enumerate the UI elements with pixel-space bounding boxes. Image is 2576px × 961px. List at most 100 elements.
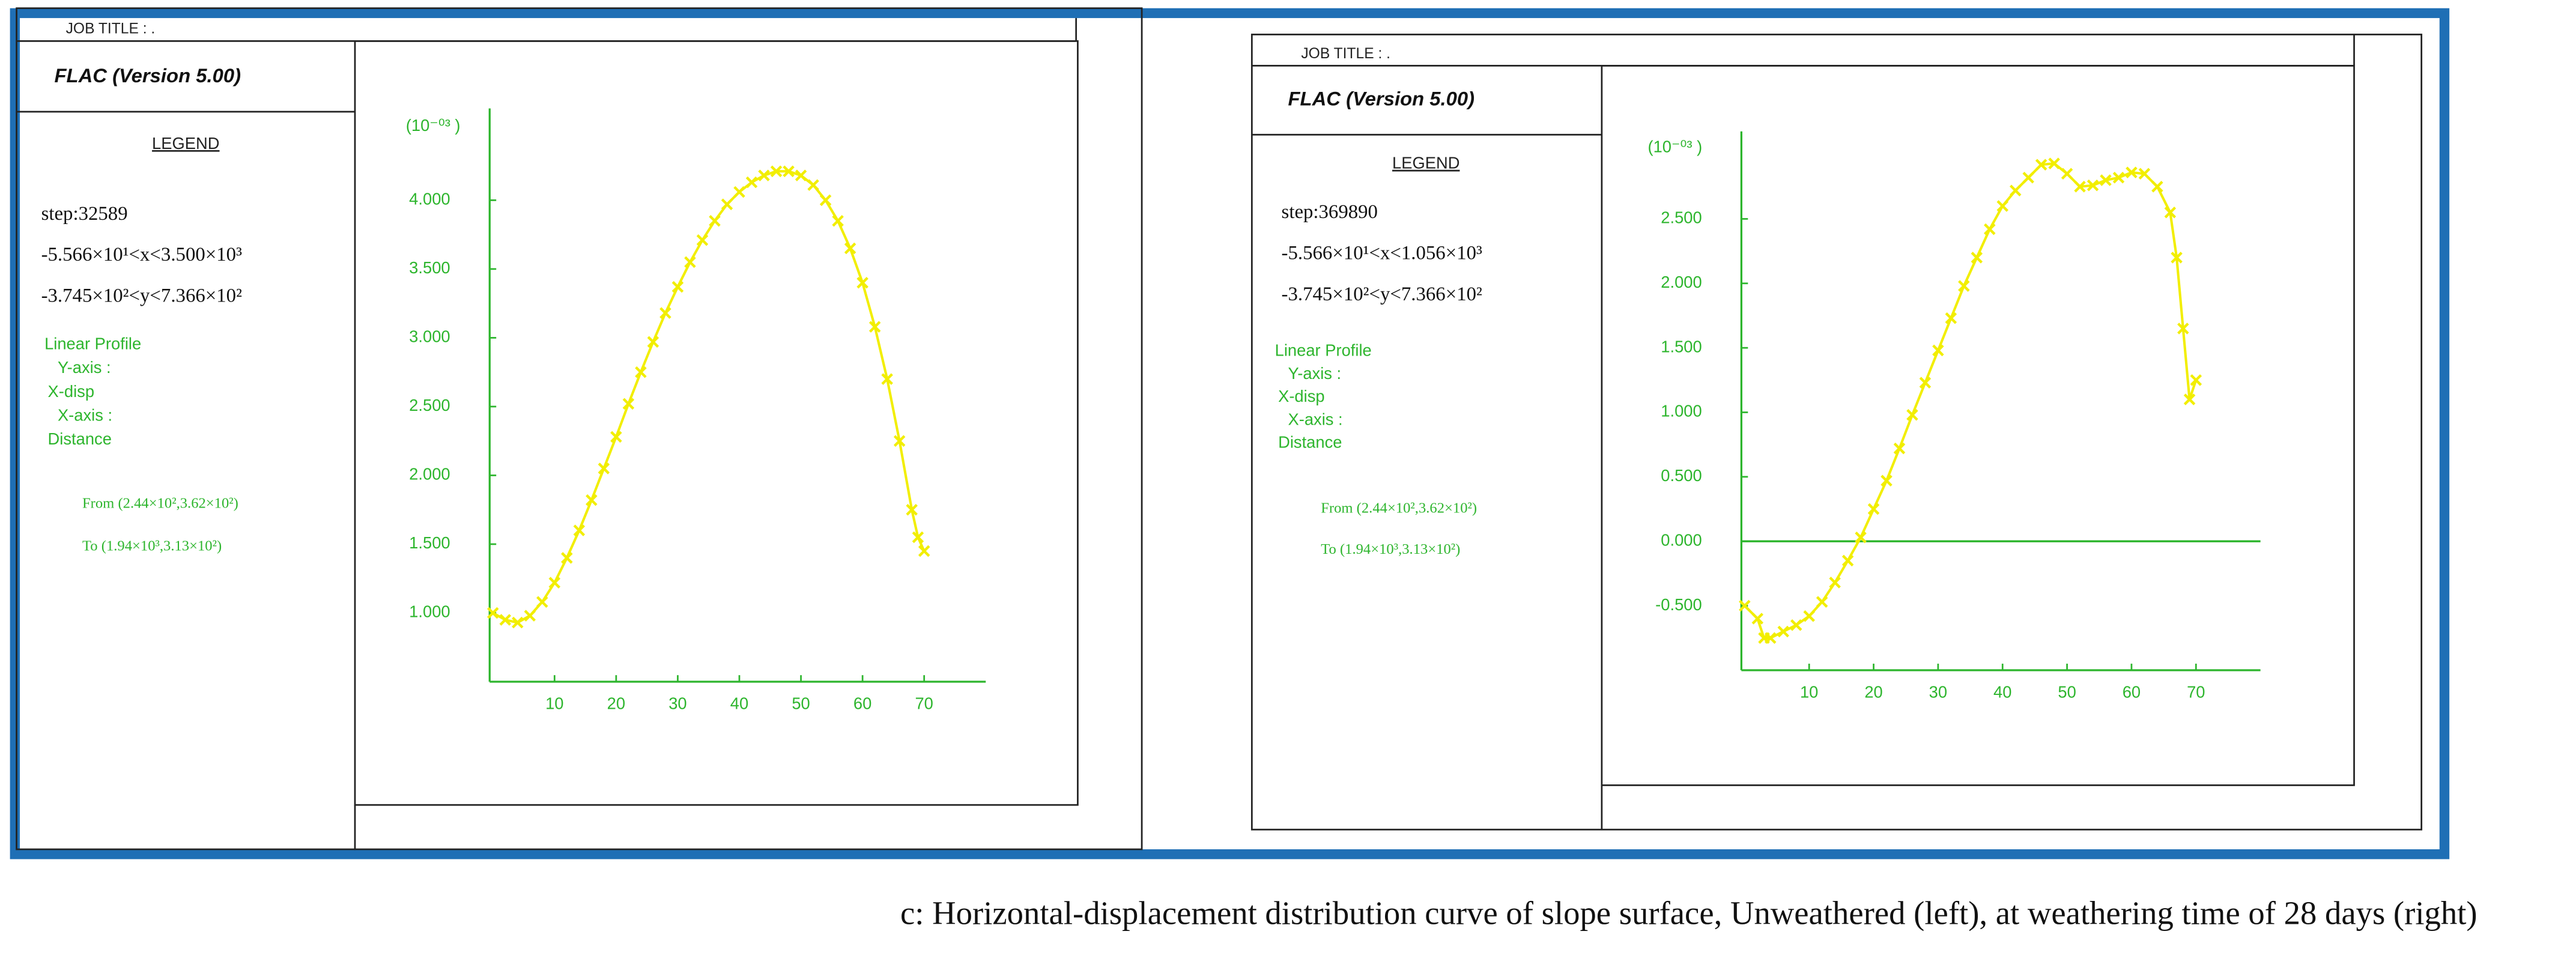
profile-line: X-disp bbox=[48, 382, 95, 401]
point bbox=[647, 336, 659, 348]
point bbox=[856, 277, 868, 289]
point bbox=[573, 524, 586, 536]
x-tick-label: 20 bbox=[1864, 682, 1882, 701]
point bbox=[610, 431, 622, 443]
point bbox=[1867, 503, 1880, 515]
y-tick-label: 1.500 bbox=[1661, 337, 1702, 356]
point bbox=[622, 398, 635, 410]
x-tick-label: 60 bbox=[2123, 682, 2141, 701]
x-tick-label: 10 bbox=[545, 694, 563, 713]
point bbox=[684, 256, 696, 268]
y-tick-label: 2.000 bbox=[1661, 273, 1702, 291]
point bbox=[2087, 179, 2099, 192]
profile-line: Y-axis : bbox=[1288, 364, 1342, 383]
panel bbox=[16, 7, 1143, 850]
point bbox=[2138, 168, 2151, 180]
x-tick-label: 50 bbox=[792, 694, 810, 713]
point bbox=[2177, 323, 2189, 335]
profile-line: X-axis : bbox=[1288, 410, 1343, 428]
to: To (1.94×10³,3.13×10²) bbox=[82, 538, 222, 554]
point bbox=[561, 552, 573, 564]
point bbox=[499, 614, 512, 626]
point bbox=[844, 242, 856, 255]
point bbox=[1958, 280, 1970, 292]
legend-line: step:369890 bbox=[1282, 201, 1378, 223]
x-tick-label: 50 bbox=[2058, 682, 2076, 701]
point bbox=[2190, 374, 2202, 386]
plot-box bbox=[1601, 65, 2355, 786]
x-tick-label: 70 bbox=[2187, 682, 2205, 701]
x-tick-label: 30 bbox=[668, 694, 686, 713]
legend-line: -5.566×10¹<x<1.056×10³ bbox=[1282, 242, 1482, 264]
point bbox=[2009, 184, 2022, 196]
point bbox=[1919, 377, 1932, 389]
point bbox=[1803, 610, 1815, 622]
legend-line: -3.745×10²<y<7.366×10² bbox=[41, 285, 242, 307]
y-tick-label: 0.500 bbox=[1661, 466, 1702, 485]
point bbox=[906, 503, 918, 516]
point bbox=[733, 186, 745, 198]
from: From (2.44×10²,3.62×10²) bbox=[1321, 500, 1477, 517]
point bbox=[524, 610, 536, 622]
y-tick-label: 2.500 bbox=[1661, 208, 1702, 227]
to: To (1.94×10³,3.13×10²) bbox=[1321, 541, 1460, 557]
point bbox=[2048, 157, 2060, 169]
point bbox=[2171, 252, 2183, 264]
point bbox=[1739, 599, 1751, 612]
point bbox=[832, 214, 844, 227]
y-tick-label: 2.000 bbox=[409, 465, 450, 484]
point bbox=[912, 531, 924, 544]
point bbox=[893, 435, 906, 447]
point bbox=[2183, 393, 2196, 405]
profile-line: Y-axis : bbox=[58, 358, 111, 377]
point bbox=[1996, 200, 2008, 212]
point bbox=[2061, 168, 2073, 180]
legend-line: -3.745×10²<y<7.366×10² bbox=[1282, 283, 1482, 305]
point bbox=[721, 198, 733, 210]
point bbox=[486, 607, 499, 619]
point bbox=[548, 577, 561, 589]
point bbox=[745, 176, 758, 189]
y-tick-label: 1.000 bbox=[409, 602, 450, 621]
legend-line: step:32589 bbox=[41, 203, 128, 225]
x-tick-label: 40 bbox=[730, 694, 748, 713]
point bbox=[2164, 206, 2177, 219]
y-tick-label: 3.500 bbox=[409, 258, 450, 277]
legend-title: LEGEND bbox=[1392, 154, 1459, 172]
point bbox=[696, 234, 709, 246]
point bbox=[2112, 171, 2125, 184]
point bbox=[1765, 632, 1777, 644]
header: FLAC (Version 5.00) bbox=[1288, 88, 1475, 110]
panel bbox=[1250, 34, 2423, 831]
x-tick-label: 20 bbox=[607, 694, 625, 713]
job-title: JOB TITLE : . bbox=[66, 21, 156, 37]
point bbox=[2126, 166, 2138, 178]
point bbox=[1893, 442, 1906, 455]
point bbox=[598, 462, 610, 474]
point bbox=[2022, 171, 2034, 184]
point bbox=[1971, 252, 1983, 264]
point bbox=[1984, 223, 1996, 235]
legend-line: -5.566×10¹<x<3.500×10³ bbox=[41, 244, 242, 265]
point bbox=[659, 307, 671, 319]
point bbox=[2100, 174, 2112, 186]
point bbox=[671, 280, 684, 293]
profile-line: Linear Profile bbox=[44, 335, 141, 353]
point bbox=[2151, 181, 2163, 193]
point bbox=[918, 545, 930, 557]
y-tick-label: 3.000 bbox=[409, 327, 450, 346]
point bbox=[783, 165, 795, 177]
point bbox=[1932, 344, 1944, 357]
y-tick-label: 0.000 bbox=[1661, 530, 1702, 549]
job-title: JOB TITLE : . bbox=[1301, 46, 1390, 62]
point bbox=[2035, 159, 2047, 171]
point bbox=[586, 494, 598, 506]
point bbox=[1777, 625, 1790, 638]
y-axis-label: (10⁻⁰³ ) bbox=[406, 116, 461, 135]
profile-line: X-disp bbox=[1278, 387, 1325, 405]
x-tick-label: 60 bbox=[853, 694, 871, 713]
point bbox=[1751, 613, 1764, 625]
x-tick-label: 40 bbox=[1993, 682, 2011, 701]
frame bbox=[10, 8, 2450, 859]
